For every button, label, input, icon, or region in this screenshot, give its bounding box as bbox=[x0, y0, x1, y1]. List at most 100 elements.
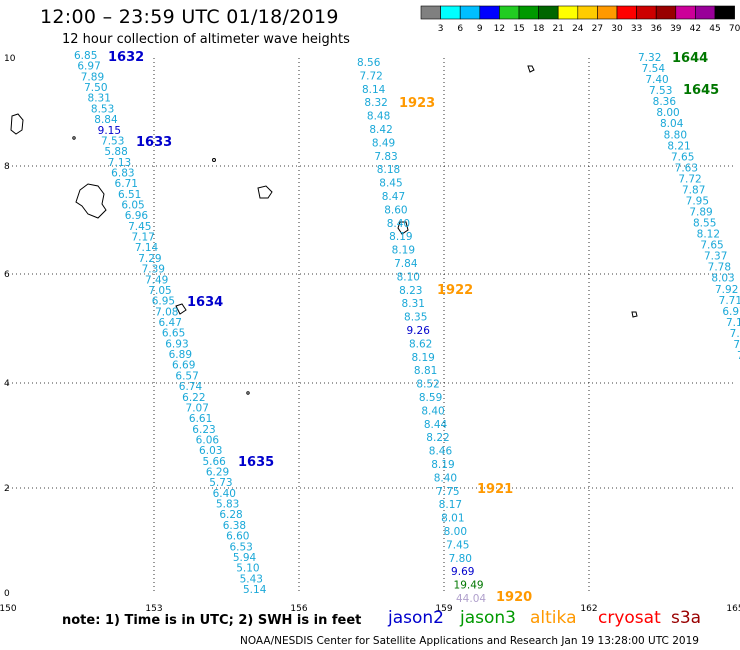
colorbar-label: 12 bbox=[494, 24, 505, 34]
pass-number-label: 1635 bbox=[238, 455, 274, 470]
wave-height-label: 6.06 bbox=[196, 434, 220, 446]
wave-height-label: 44.04 bbox=[456, 593, 486, 605]
wave-height-label: 7.45 bbox=[128, 221, 151, 233]
colorbar-swatch bbox=[499, 5, 520, 20]
island-shape bbox=[257, 185, 273, 199]
island-shape bbox=[75, 183, 107, 219]
wave-height-label: 8.23 bbox=[399, 285, 422, 297]
wave-height-label: 7.53 bbox=[649, 85, 672, 97]
wave-height-label: 7.54 bbox=[642, 63, 666, 75]
colorbar-label: 42 bbox=[690, 24, 701, 34]
wave-height-label: 7.50 bbox=[84, 82, 107, 94]
colorbar-swatch bbox=[714, 5, 735, 20]
wave-height-label: 7.78 bbox=[708, 262, 731, 274]
colorbar-label: 3 bbox=[438, 24, 444, 34]
wave-height-label: 6.95 bbox=[152, 296, 175, 308]
colorbar-label: 27 bbox=[592, 24, 603, 34]
wave-height-label: 7.63 bbox=[675, 162, 698, 174]
pass-number-label: 1921 bbox=[477, 482, 513, 497]
wave-height-label: 8.31 bbox=[88, 93, 111, 105]
wave-height-label: 8.14 bbox=[362, 84, 386, 96]
pass-number-label: 1634 bbox=[187, 295, 223, 310]
wave-height-label: 7.83 bbox=[374, 151, 397, 163]
wave-height-label: 6.22 bbox=[182, 392, 205, 404]
colorbar-swatch bbox=[479, 5, 500, 20]
wave-height-label: 8.19 bbox=[389, 231, 412, 243]
wave-height-label: 7.65 bbox=[700, 240, 723, 252]
wave-height-label: 7.29 bbox=[138, 253, 161, 265]
wave-height-label: 5.73 bbox=[209, 477, 232, 489]
colorbar-label: 30 bbox=[611, 24, 623, 34]
wave-height-label: 7.07 bbox=[186, 402, 209, 414]
wave-height-label: 7.95 bbox=[686, 195, 709, 207]
wave-height-label: 6.51 bbox=[118, 189, 141, 201]
wave-height-label: 8.40 bbox=[421, 405, 444, 417]
wave-height-label: 7.32 bbox=[638, 52, 661, 64]
map-subtitle: 12 hour collection of altimeter wave hei… bbox=[62, 32, 350, 47]
colorbar-swatch bbox=[636, 5, 657, 20]
satellite-legend-item: jason2 bbox=[388, 608, 444, 628]
wave-height-label: 8.19 bbox=[431, 459, 454, 471]
wave-height-label: 6.57 bbox=[175, 370, 198, 382]
wave-height-label: 6.97 bbox=[77, 61, 100, 73]
wave-height-label: 7.40 bbox=[645, 74, 668, 86]
wave-height-label: 7.39 bbox=[142, 264, 165, 276]
pass-number-label: 1632 bbox=[108, 50, 144, 65]
wave-height-label: 8.00 bbox=[444, 526, 467, 538]
wave-height-label: 5.43 bbox=[240, 573, 263, 585]
wave-height-label: 6.28 bbox=[219, 509, 242, 521]
wave-height-label: 6.93 bbox=[165, 338, 188, 350]
wave-height-label: 8.03 bbox=[711, 273, 734, 285]
wave-height-label: 6.89 bbox=[169, 349, 192, 361]
y-tick-label: 4 bbox=[4, 379, 10, 389]
island-shape bbox=[527, 65, 535, 73]
island-shape bbox=[10, 113, 24, 135]
wave-height-label: 7.17 bbox=[131, 232, 154, 244]
wave-height-label: 6.53 bbox=[229, 541, 252, 553]
satellite-legend-item: s3a bbox=[671, 608, 702, 628]
wave-height-label: 7.92 bbox=[715, 284, 738, 296]
wave-height-label: 7.2 bbox=[733, 339, 740, 351]
colorbar-swatch bbox=[655, 5, 677, 20]
pass-labels: 1632 1633 1634 1635 1923 1922 1921 1920 1644 1645 bbox=[108, 50, 719, 605]
pass-number-label: 1644 bbox=[672, 51, 708, 66]
wave-height-label: 7.84 bbox=[394, 258, 418, 270]
x-tick-label: 165 bbox=[726, 604, 740, 614]
y-tick-label: 0 bbox=[4, 589, 10, 599]
wave-height-label: 7.87 bbox=[682, 184, 705, 196]
wave-height-label: 8.59 bbox=[419, 392, 442, 404]
wave-height-label: 8.21 bbox=[667, 140, 690, 152]
wave-height-label: 6.74 bbox=[179, 381, 203, 393]
wave-height-label: 8.55 bbox=[693, 218, 716, 230]
wave-height-label: 8.18 bbox=[377, 164, 400, 176]
island-shape bbox=[175, 303, 187, 315]
pass-number-label: 1923 bbox=[399, 96, 435, 111]
colorbar-swatch bbox=[695, 5, 716, 20]
wave-height-label: 6.60 bbox=[226, 531, 249, 543]
wave-height-label: 7.1 bbox=[726, 317, 740, 329]
colorbar-label: 45 bbox=[709, 24, 720, 34]
wave-height-label: 8.31 bbox=[402, 298, 425, 310]
wave-height-label: 8.52 bbox=[416, 379, 439, 391]
axis-ticks: 150 153 156 159 162 165 0 2 4 6 8 10 bbox=[0, 54, 740, 614]
wave-height-label: 5.14 bbox=[243, 584, 267, 596]
wave-height-label: 8.12 bbox=[697, 229, 720, 241]
colorbar-label: 21 bbox=[552, 24, 563, 34]
wave-height-label: 8.46 bbox=[429, 446, 453, 458]
wave-height-label: 6.83 bbox=[111, 167, 134, 179]
wave-height-label: 6.40 bbox=[213, 488, 236, 500]
wave-height-label: 7.72 bbox=[359, 70, 382, 82]
colorbar-label: 9 bbox=[477, 24, 483, 34]
wave-height-label: 7.08 bbox=[155, 306, 178, 318]
wave-height-label: 8.56 bbox=[357, 57, 381, 69]
x-tick-label: 150 bbox=[0, 604, 17, 614]
wave-height-label: 6.96 bbox=[125, 210, 149, 222]
wave-height-label: 6.61 bbox=[189, 413, 212, 425]
colorbar-swatch bbox=[459, 5, 481, 20]
wave-height-label: 8.17 bbox=[439, 499, 462, 511]
wave-height-label: 5.88 bbox=[104, 146, 127, 158]
wave-height-label: 19.49 bbox=[454, 580, 484, 592]
wave-height-label: 6.69 bbox=[172, 360, 195, 372]
